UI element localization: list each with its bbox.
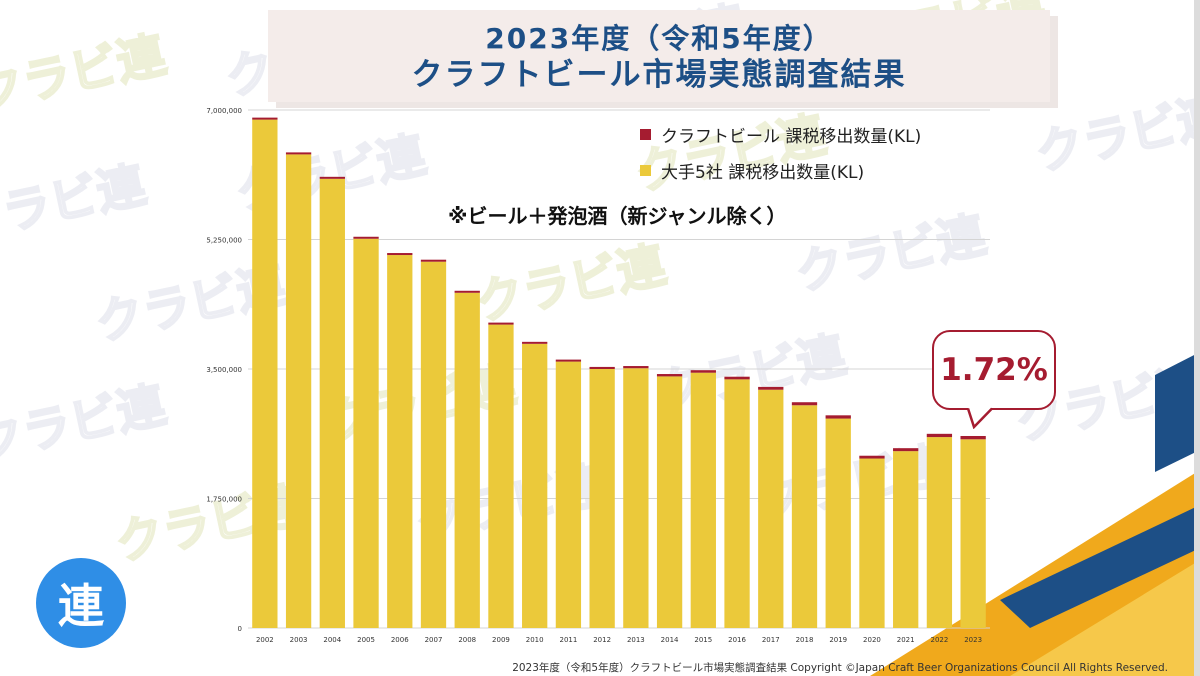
x-tick-label: 2019 bbox=[829, 636, 847, 644]
y-tick-label: 1,750,000 bbox=[206, 496, 242, 504]
bar-craft-2017 bbox=[758, 386, 784, 390]
bar-major-2008 bbox=[454, 292, 480, 628]
y-tick-label: 7,000,000 bbox=[206, 107, 242, 115]
logo-text: 連 bbox=[58, 579, 104, 633]
title-line-2: クラフトビール市場実態調査結果 bbox=[411, 57, 907, 93]
bar-craft-2023 bbox=[960, 435, 986, 440]
bar-major-2016 bbox=[724, 379, 750, 628]
x-axis-ticks: 2002 2003 2004 2005 2006 2007 2008 2009 2010 2011… bbox=[256, 636, 982, 644]
legend-label-major: 大手5社 課税移出数量(KL) bbox=[661, 162, 865, 183]
chart-bars bbox=[252, 117, 986, 629]
bar-craft-2007 bbox=[420, 259, 447, 262]
y-tick-label: 5,250,000 bbox=[206, 237, 242, 245]
callout-tail bbox=[966, 407, 993, 429]
bar-major-2023 bbox=[960, 439, 986, 628]
y-tick-label: 3,500,000 bbox=[206, 366, 242, 374]
bar-major-2009 bbox=[488, 324, 514, 628]
x-tick-label: 2011 bbox=[559, 636, 577, 644]
x-tick-label: 2005 bbox=[357, 636, 375, 644]
bar-craft-2014 bbox=[656, 374, 683, 377]
x-tick-label: 2014 bbox=[661, 636, 679, 644]
bar-craft-2015 bbox=[690, 370, 716, 373]
bar-craft-2005 bbox=[353, 236, 379, 239]
logo: 連 bbox=[36, 558, 126, 648]
chart-note: ※ビール＋発泡酒（新ジャンル除く） bbox=[448, 204, 787, 228]
bar-craft-2021 bbox=[893, 448, 919, 452]
bar-craft-2016 bbox=[724, 376, 750, 380]
x-tick-label: 2013 bbox=[627, 636, 645, 644]
bar-craft-2013 bbox=[623, 366, 649, 369]
bar-major-2011 bbox=[555, 361, 582, 628]
x-tick-label: 2007 bbox=[425, 636, 443, 644]
title-line-1: 2023年度（令和5年度） bbox=[485, 22, 833, 55]
bar-major-2015 bbox=[690, 372, 716, 628]
x-tick-label: 2002 bbox=[256, 636, 274, 644]
x-tick-label: 2008 bbox=[458, 636, 476, 644]
bar-major-2007 bbox=[420, 261, 447, 628]
navy-stripe-bottom bbox=[1000, 505, 1200, 628]
bar-craft-2011 bbox=[555, 359, 582, 362]
bar-craft-2022 bbox=[926, 433, 953, 438]
bar-major-2010 bbox=[522, 343, 548, 628]
x-tick-label: 2012 bbox=[593, 636, 611, 644]
x-tick-label: 2009 bbox=[492, 636, 510, 644]
bar-major-2005 bbox=[353, 238, 379, 628]
legend-label-craft: クラフトビール 課税移出数量(KL) bbox=[661, 126, 922, 147]
x-tick-label: 2017 bbox=[762, 636, 780, 644]
bar-craft-2010 bbox=[522, 341, 548, 344]
bar-craft-2002 bbox=[252, 117, 278, 120]
bar-major-2019 bbox=[825, 418, 851, 628]
navy-stripe-top bbox=[1155, 352, 1200, 472]
bar-major-2013 bbox=[623, 368, 649, 628]
bar-craft-2004 bbox=[319, 176, 345, 179]
legend-item-craft: クラフトビール 課税移出数量(KL) bbox=[640, 116, 921, 152]
chart-legend: クラフトビール 課税移出数量(KL) 大手5社 課税移出数量(KL) bbox=[640, 116, 921, 188]
x-tick-label: 2023 bbox=[964, 636, 982, 644]
x-tick-label: 2003 bbox=[290, 636, 308, 644]
x-tick-label: 2018 bbox=[796, 636, 814, 644]
bar-craft-2003 bbox=[285, 152, 312, 155]
y-axis-ticks: 0 1,750,000 3,500,000 5,250,000 7,000,000 bbox=[206, 107, 242, 633]
bar-major-2004 bbox=[319, 178, 345, 628]
share-callout-value: 1.72% bbox=[940, 352, 1048, 388]
bar-craft-2012 bbox=[589, 366, 615, 369]
legend-swatch-craft bbox=[640, 128, 651, 140]
y-tick-label: 0 bbox=[238, 625, 242, 633]
footer-copyright: 2023年度（令和5年度）クラフトビール市場実態調査結果 Copyright ©… bbox=[512, 662, 1168, 674]
bar-major-2018 bbox=[791, 405, 818, 628]
bar-major-2022 bbox=[926, 437, 953, 628]
bar-major-2012 bbox=[589, 369, 615, 628]
bar-craft-2006 bbox=[387, 253, 413, 256]
bar-craft-2020 bbox=[859, 455, 885, 459]
bar-craft-2019 bbox=[825, 415, 851, 419]
bar-major-2020 bbox=[859, 458, 885, 628]
bar-craft-2009 bbox=[488, 322, 514, 325]
scrollbar[interactable] bbox=[1194, 0, 1200, 676]
bar-major-2017 bbox=[758, 389, 784, 628]
x-tick-label: 2015 bbox=[694, 636, 712, 644]
x-tick-label: 2022 bbox=[930, 636, 948, 644]
title-banner: 2023年度（令和5年度） クラフトビール市場実態調査結果 bbox=[268, 10, 1050, 102]
bar-craft-2008 bbox=[454, 290, 480, 293]
bar-major-2003 bbox=[285, 154, 312, 628]
legend-item-major: 大手5社 課税移出数量(KL) bbox=[640, 152, 921, 188]
legend-swatch-major bbox=[640, 164, 651, 176]
x-tick-label: 2004 bbox=[323, 636, 341, 644]
bar-major-2014 bbox=[656, 376, 683, 628]
x-tick-label: 2006 bbox=[391, 636, 409, 644]
x-tick-label: 2010 bbox=[526, 636, 544, 644]
x-tick-label: 2016 bbox=[728, 636, 746, 644]
bar-major-2002 bbox=[252, 119, 278, 629]
bar-major-2021 bbox=[893, 451, 919, 628]
x-tick-label: 2020 bbox=[863, 636, 881, 644]
bar-major-2006 bbox=[387, 255, 413, 629]
bar-craft-2018 bbox=[791, 402, 818, 406]
yellow-stripe bbox=[1010, 560, 1200, 676]
share-callout: 1.72% bbox=[932, 330, 1056, 410]
x-tick-label: 2021 bbox=[897, 636, 915, 644]
